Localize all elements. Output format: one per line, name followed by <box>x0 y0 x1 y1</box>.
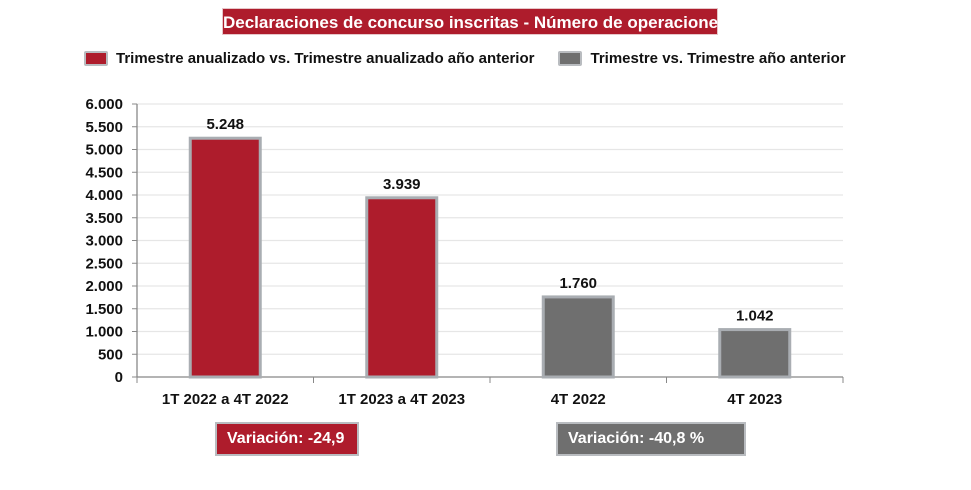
y-tick-label: 5.000 <box>85 142 123 159</box>
data-label: 3.939 <box>383 176 421 193</box>
data-label: 1.042 <box>736 308 774 325</box>
legend: Trimestre anualizado vs. Trimestre anual… <box>84 50 964 67</box>
data-label: 1.760 <box>559 275 597 292</box>
y-tick-label: 1.000 <box>85 324 123 341</box>
y-tick-label: 0 <box>115 369 123 386</box>
bar <box>188 136 262 379</box>
y-tick-label: 3.500 <box>85 210 123 227</box>
y-tick-label: 6.000 <box>85 96 123 113</box>
y-tick-label: 2.000 <box>85 278 123 295</box>
x-tick-label: 1T 2023 a 4T 2023 <box>338 391 465 408</box>
legend-swatch-gray <box>558 51 583 66</box>
x-tick-label: 4T 2022 <box>551 391 606 408</box>
variation-box-quarterly: Variación: -40,8 % <box>556 422 746 456</box>
x-tick-label: 1T 2022 a 4T 2022 <box>162 391 289 408</box>
chart-title: Declaraciones de concurso inscritas - Nú… <box>222 8 728 35</box>
y-tick-label: 2.500 <box>85 255 123 272</box>
bar <box>718 328 792 379</box>
bar <box>365 196 439 379</box>
legend-label: Trimestre vs. Trimestre año anterior <box>590 50 846 67</box>
bar <box>541 295 615 379</box>
y-tick-label: 4.000 <box>85 187 123 204</box>
data-label: 5.248 <box>206 116 244 133</box>
y-tick-label: 500 <box>98 346 123 363</box>
y-tick-label: 3.000 <box>85 233 123 250</box>
variation-box-annualized: Variación: -24,9 <box>215 422 359 456</box>
x-tick-label: 4T 2023 <box>727 391 782 408</box>
y-tick-label: 4.500 <box>85 164 123 181</box>
legend-swatch-red <box>84 51 108 66</box>
y-tick-label: 5.500 <box>85 119 123 136</box>
legend-label: Trimestre anualizado vs. Trimestre anual… <box>116 50 535 67</box>
legend-item-annualized: Trimestre anualizado vs. Trimestre anual… <box>84 50 534 67</box>
legend-item-quarterly: Trimestre vs. Trimestre año anterior <box>558 50 846 67</box>
y-tick-label: 1.500 <box>85 301 123 318</box>
